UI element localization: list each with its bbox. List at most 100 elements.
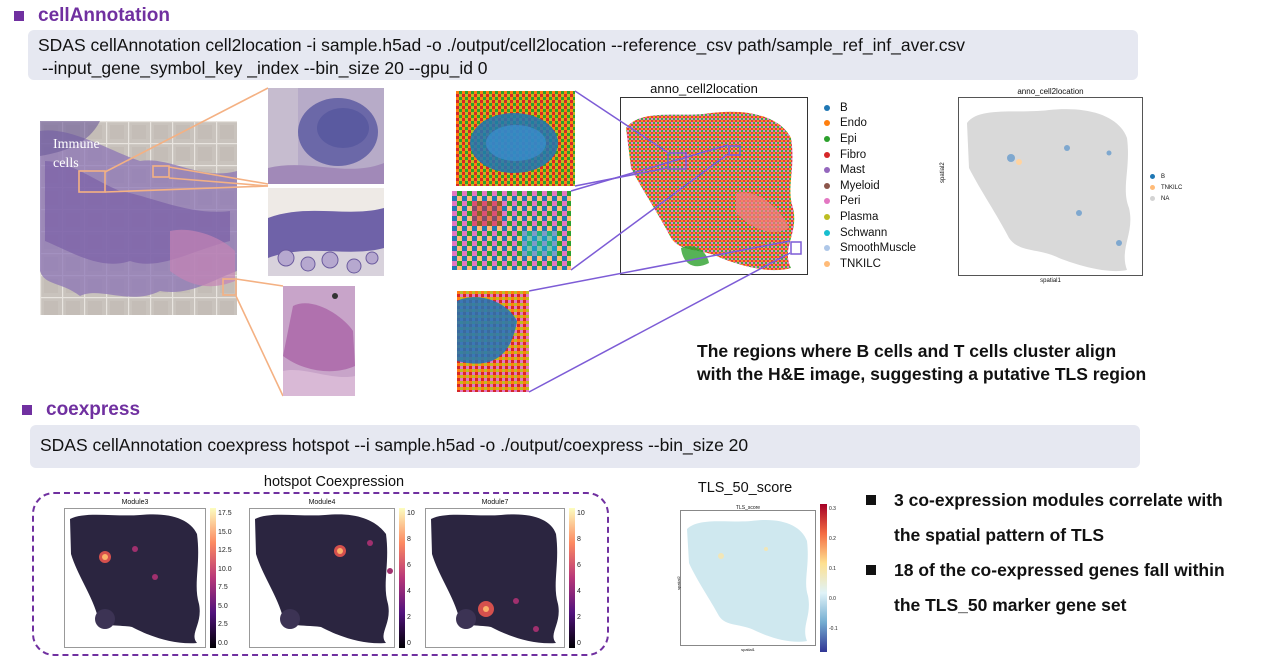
legend-marker [824, 167, 830, 174]
section-title-text: cellAnnotation [38, 5, 170, 26]
module-heatmap-panel [249, 508, 395, 648]
legend-marker [824, 104, 830, 111]
legend-label: Fibro [840, 148, 867, 161]
bullet-2-line-2: the TLS_50 marker gene set [894, 595, 1127, 615]
legend-item: TNKILC [824, 256, 916, 272]
immune-cells-label: Immune cells [53, 135, 100, 173]
colorbar-tick-label: 8 [577, 536, 581, 543]
legend-marker [824, 245, 830, 252]
legend-item: Epi [824, 131, 916, 147]
small-legend-item: TNKILC [1150, 182, 1182, 193]
section-title-cellannotation: cellAnnotation [14, 5, 170, 27]
tls-colorbar-tick-label: 0.3 [829, 506, 836, 512]
colorbar-tick-label: 2 [407, 614, 411, 621]
legend-marker [824, 198, 830, 205]
section-bullet [22, 405, 32, 415]
legend-marker [824, 213, 830, 220]
colorbar-tick-label: 2.5 [218, 621, 228, 629]
command-line-2: --input_gene_symbol_key _index --bin_siz… [42, 58, 488, 78]
colorbar-tick-label: 5.0 [218, 602, 228, 610]
immune-label-line1: Immune [53, 137, 100, 152]
conclusion-bullet-2: 18 of the co-expressed genes fall within… [866, 553, 1225, 623]
command-line-1: SDAS cellAnnotation cell2location -i sam… [38, 35, 966, 55]
he-zoom-3-graphic [283, 286, 355, 396]
small-anno-title: anno_cell2location [1017, 87, 1084, 96]
legend-item: Endo [824, 116, 916, 132]
legend-label: Schwann [840, 226, 888, 239]
tls-region-note: The regions where B cells and T cells cl… [697, 340, 1146, 386]
legend-label: Peri [840, 195, 861, 208]
legend-label: Epi [840, 132, 857, 145]
tls-panel-title: TLS_score [735, 505, 761, 511]
bullet-1-line-2: the spatial pattern of TLS [894, 525, 1105, 545]
module-title: Module3 [121, 499, 149, 506]
he-zoom-2-graphic [268, 188, 384, 276]
small-anno-graphic [967, 109, 1131, 272]
legend-marker [824, 260, 830, 267]
he-tissue-graphic [40, 121, 237, 315]
colorbar-tick-label: 6 [577, 562, 581, 569]
conclusion-bullet-1: 3 co-expression modules correlate with t… [866, 483, 1223, 553]
small-legend-label: B [1161, 173, 1166, 180]
hotspot-title: hotspot Coexpression [234, 474, 434, 490]
colorbar-tick-label: 6 [407, 562, 411, 569]
colorbar-tick-label: 10.0 [218, 565, 232, 573]
small-legend-label: NA [1161, 195, 1170, 202]
cell2location-command-box: SDAS cellAnnotation cell2location -i sam… [28, 30, 1138, 80]
module-heatmap-graphic [431, 514, 559, 644]
cell-type-legend: B Endo Epi Fibro Mast Myeloid Peri Plasma Schwan… [824, 100, 916, 272]
hotspot-coexpression-frame [32, 492, 609, 656]
legend-item: SmoothMuscle [824, 240, 916, 256]
tls-heading: TLS_50_score [697, 480, 793, 496]
legend-item: B [824, 100, 916, 116]
small-anno-ylabel: spatial2 [940, 162, 946, 183]
coexpress-command: SDAS cellAnnotation coexpress hotspot --… [40, 435, 749, 455]
colorbar-tick-label: 2 [577, 614, 581, 621]
legend-marker [824, 135, 830, 142]
bullet-square [866, 495, 876, 505]
legend-marker [824, 120, 830, 127]
note-line-2: with the H&E image, suggesting a putativ… [697, 364, 1147, 384]
section-title-text: coexpress [46, 399, 141, 420]
legend-marker [824, 182, 830, 189]
tls-colorbar-tick-label: -0.1 [829, 626, 838, 632]
module-colorbar [210, 508, 216, 648]
colorbar-tick-label: 10 [407, 510, 415, 517]
colorbar-tick-label: 12.5 [218, 547, 232, 555]
legend-item: Myeloid [824, 178, 916, 194]
colorbar-tick-label: 0.0 [218, 640, 228, 647]
spatial-zoom-1 [456, 91, 575, 186]
legend-marker [824, 229, 830, 236]
module-heatmap-graphic [255, 514, 393, 644]
legend-label: Mast [840, 164, 865, 177]
legend-label: TNKILC [840, 257, 881, 270]
coexpress-command-box: SDAS cellAnnotation coexpress hotspot --… [30, 425, 1140, 468]
spatial-zoom-2 [452, 191, 571, 270]
anno-title: anno_cell2location [650, 81, 758, 96]
tls-colorbar-tick-label: 0.2 [829, 536, 836, 542]
immune-label-line2: cells [53, 156, 79, 171]
bullet-2-line-1: 18 of the co-expressed genes fall within [894, 560, 1225, 580]
small-legend-label: TNKILC [1161, 184, 1183, 191]
module-colorbar [399, 508, 405, 648]
bullet-square [866, 565, 876, 575]
legend-item: Peri [824, 194, 916, 210]
legend-item: Fibro [824, 147, 916, 163]
legend-label: SmoothMuscle [840, 242, 917, 255]
legend-marker [824, 151, 830, 158]
small-anno-legend: B TNKILC NA [1150, 171, 1182, 204]
module-colorbar [569, 508, 575, 648]
anno-spatial-panel [620, 97, 808, 275]
colorbar-tick-label: 0 [577, 640, 581, 647]
tls-colorbar [820, 504, 827, 652]
he-tissue-image: Immune cells [40, 121, 237, 315]
small-anno-xlabel: spatial1 [1040, 278, 1061, 284]
colorbar-tick-label: 8 [407, 536, 411, 543]
legend-item: Plasma [824, 209, 916, 225]
bullet-1-line-1: 3 co-expression modules correlate with [894, 490, 1223, 510]
tls-ylabel: spatial2 [676, 576, 681, 590]
legend-label: Plasma [840, 210, 879, 223]
he-zoom-image-3 [283, 286, 355, 396]
